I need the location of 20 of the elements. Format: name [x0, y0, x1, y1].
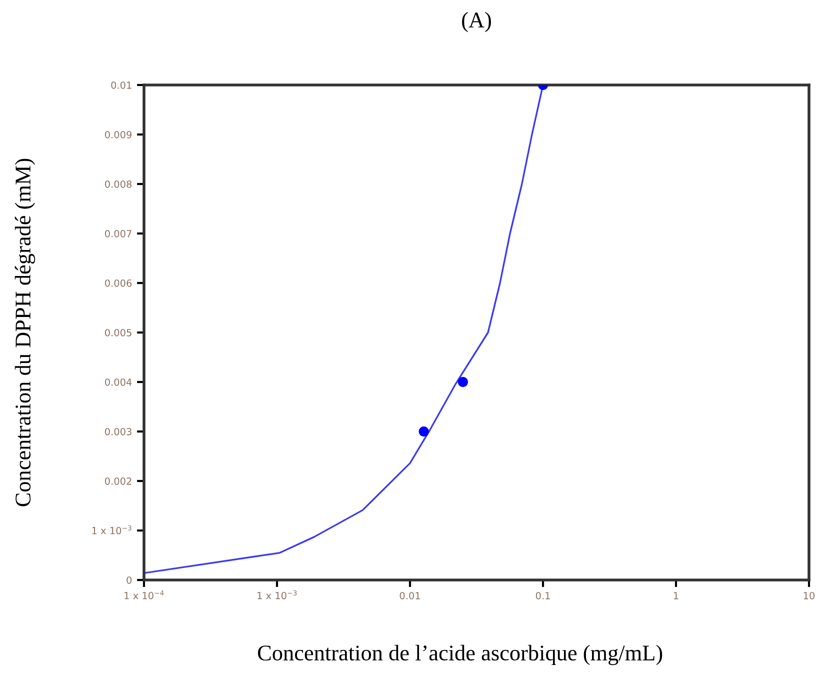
- y-tick-label: 0: [126, 576, 132, 584]
- x-tick-label: 1: [674, 592, 678, 600]
- y-tick-label: 0.005: [105, 328, 132, 336]
- x-tick-label: 10: [804, 592, 815, 600]
- y-tick-label: 0.007: [105, 230, 132, 238]
- y-tick-label: 0.01: [111, 81, 132, 89]
- y-tick-label: 0.003: [105, 428, 132, 436]
- y-tick-label: 0.002: [105, 477, 132, 485]
- x-axis-title: Concentration de l’acide ascorbique (mg/mL): [258, 644, 662, 666]
- chart-title: (A): [462, 12, 491, 32]
- x-tick-label: 1 x 10$^{−4}$: [124, 590, 164, 600]
- y-axis-title: Concentration du DPPH dégradé (mM): [14, 158, 36, 506]
- x-tick-label: 1 x 10$^{−3}$: [258, 590, 297, 600]
- x-tick-label: 0.01: [400, 592, 420, 600]
- y-tick-label: 0.009: [105, 130, 132, 138]
- y-tick-label: 0.006: [105, 279, 132, 287]
- x-tick-label: 0.1: [536, 592, 550, 600]
- y-tick-label: 1 x 10$^{−3}$: [92, 525, 132, 534]
- y-tick-label: 0.004: [105, 378, 132, 386]
- y-tick-label: 0.008: [105, 180, 132, 188]
